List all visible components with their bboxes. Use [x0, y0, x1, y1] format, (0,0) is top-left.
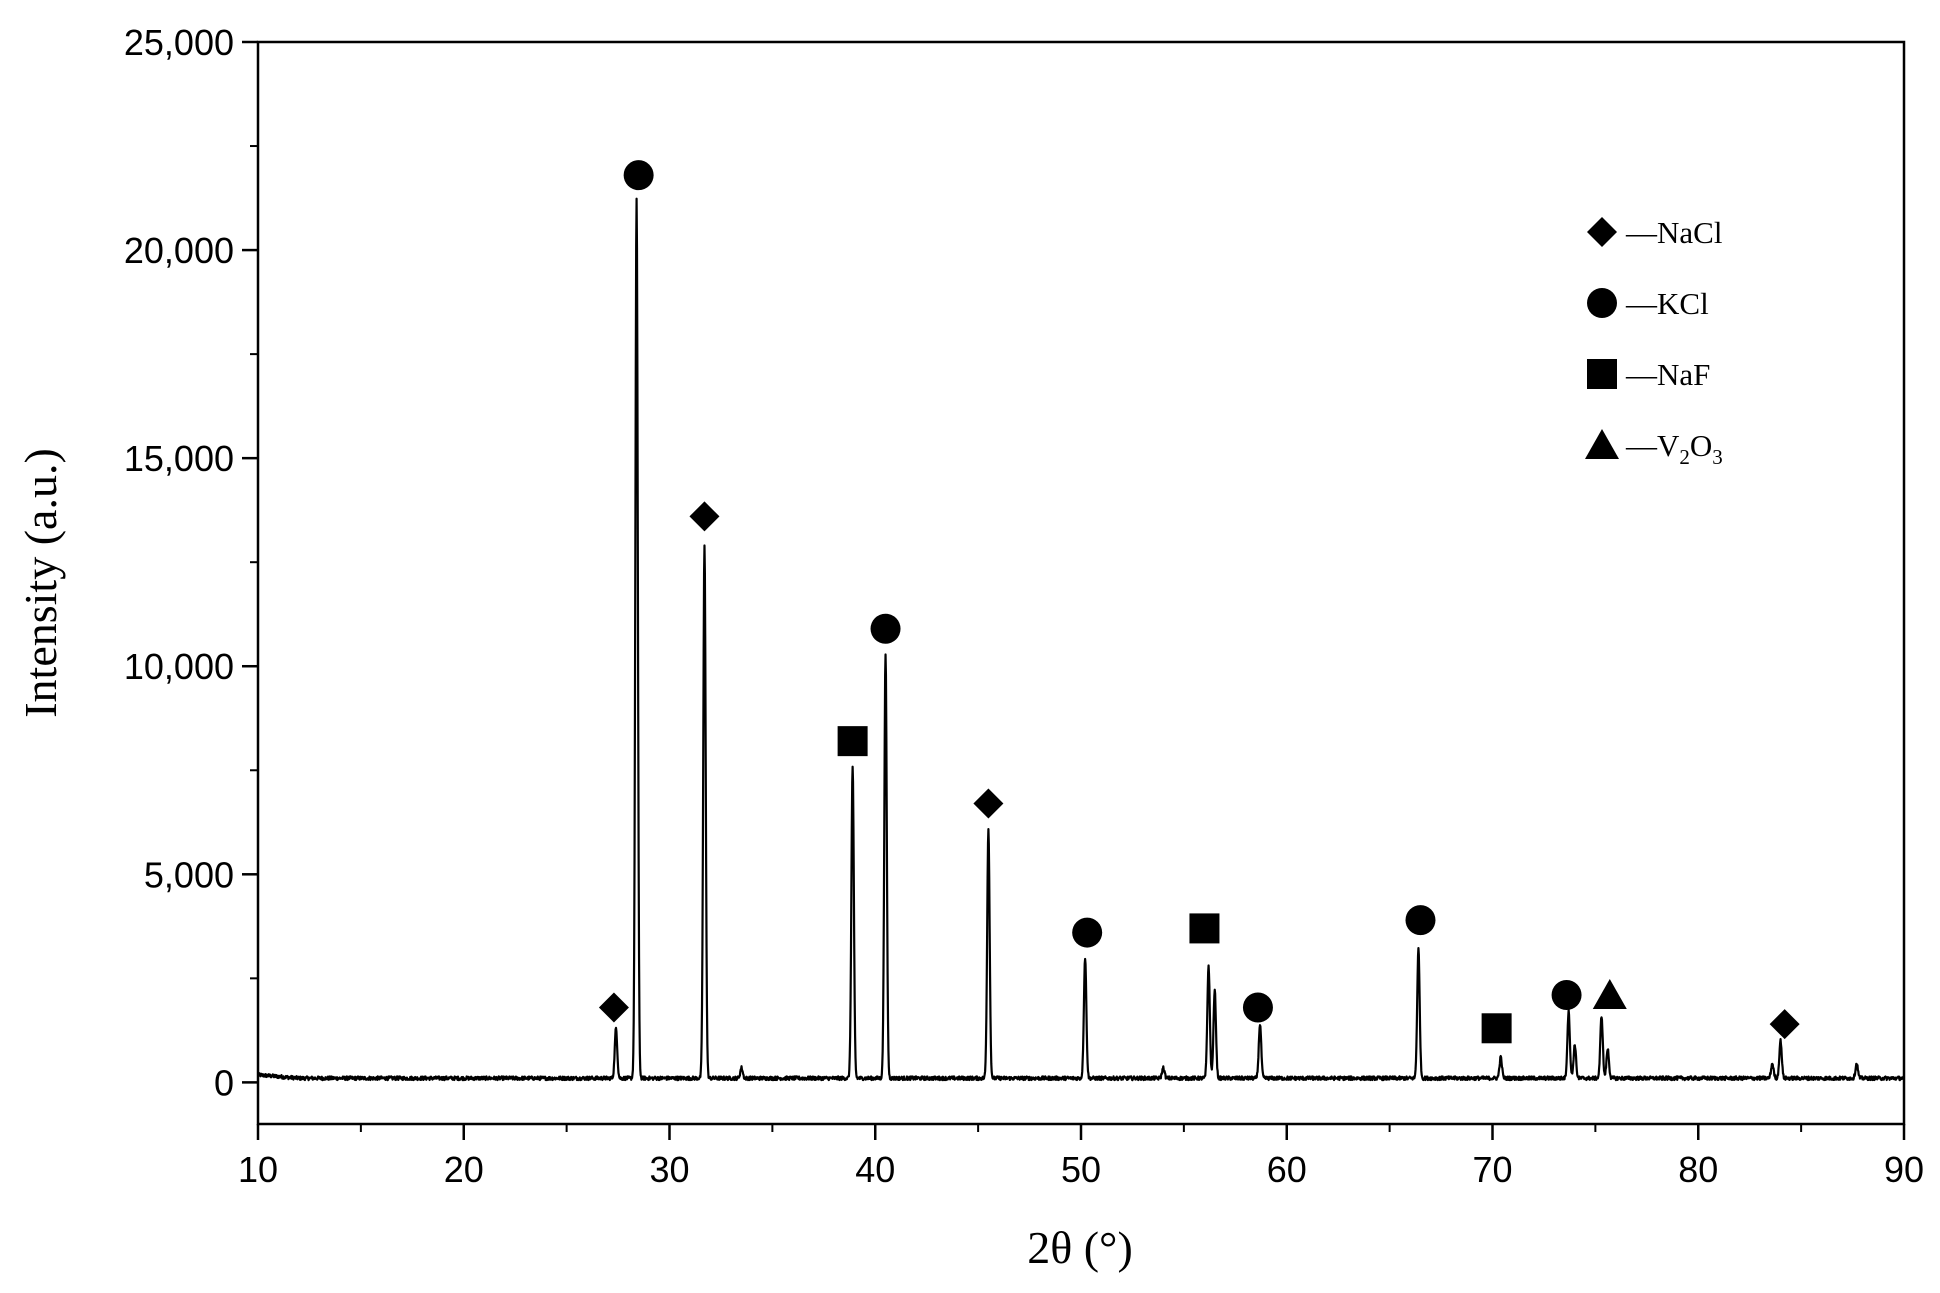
- peak-marker-naf: [1481, 1013, 1512, 1044]
- peak-marker-naf: [837, 726, 868, 757]
- peak-markers: [598, 160, 1800, 1044]
- legend-label-nacl: —NaCl: [1625, 215, 1722, 250]
- peak-marker-nacl: [973, 788, 1004, 819]
- legend-label-part: 2: [1679, 445, 1690, 469]
- x-tick-label: 90: [1884, 1149, 1924, 1190]
- peak-marker-kcl: [1551, 979, 1582, 1010]
- legend-symbol-v2o3: [1585, 429, 1619, 459]
- x-tick-label: 60: [1267, 1149, 1307, 1190]
- peak-marker-nacl: [1769, 1009, 1800, 1040]
- x-tick-label: 20: [444, 1149, 484, 1190]
- x-tick-label: 30: [649, 1149, 689, 1190]
- peak-marker-kcl: [1242, 992, 1273, 1023]
- legend-label-part: 3: [1712, 445, 1723, 469]
- x-axis: 10 20 30 40 50 60 70 80 90: [238, 1124, 1924, 1190]
- y-tick-label: 0: [214, 1062, 234, 1103]
- legend: —NaCl —KCl —NaF —V2O3: [1585, 215, 1723, 469]
- peak-marker-kcl: [623, 160, 654, 191]
- legend-symbol-nacl: [1587, 217, 1617, 247]
- peak-marker-kcl: [1405, 905, 1436, 936]
- x-axis-title: 2θ (°): [1027, 1222, 1133, 1273]
- x-tick-label: 40: [855, 1149, 895, 1190]
- x-tick-label: 80: [1678, 1149, 1718, 1190]
- x-tick-label: 10: [238, 1149, 278, 1190]
- legend-label-kcl: —KCl: [1625, 286, 1709, 321]
- legend-symbol-naf: [1587, 359, 1617, 389]
- y-tick-label: 10,000: [124, 646, 234, 687]
- y-tick-label: 20,000: [124, 230, 234, 271]
- plot-frame: [256, 40, 1906, 1126]
- peak-marker-nacl: [689, 501, 720, 532]
- y-tick-label: 5,000: [144, 854, 234, 895]
- y-tick-label: 15,000: [124, 438, 234, 479]
- legend-label-v2o3: —V2O3: [1625, 428, 1723, 469]
- peak-marker-kcl: [870, 613, 901, 644]
- peak-marker-kcl: [1072, 917, 1103, 948]
- y-axis-title: Intensity (a.u.): [15, 448, 66, 718]
- peak-marker-naf: [1189, 913, 1220, 944]
- diffraction-pattern-line: [256, 197, 1906, 1082]
- legend-label-naf: —NaF: [1625, 357, 1710, 392]
- peak-marker-nacl: [598, 992, 629, 1023]
- x-tick-label: 50: [1061, 1149, 1101, 1190]
- peak-marker-v2o3: [1592, 978, 1627, 1009]
- legend-label-part: —V: [1625, 428, 1680, 463]
- x-tick-label: 70: [1472, 1149, 1512, 1190]
- y-tick-label: 25,000: [124, 22, 234, 63]
- legend-symbol-kcl: [1587, 288, 1617, 318]
- y-axis: 0 5,000 10,000 15,000 20,000 25,000: [124, 22, 258, 1103]
- legend-label-part: O: [1690, 428, 1712, 463]
